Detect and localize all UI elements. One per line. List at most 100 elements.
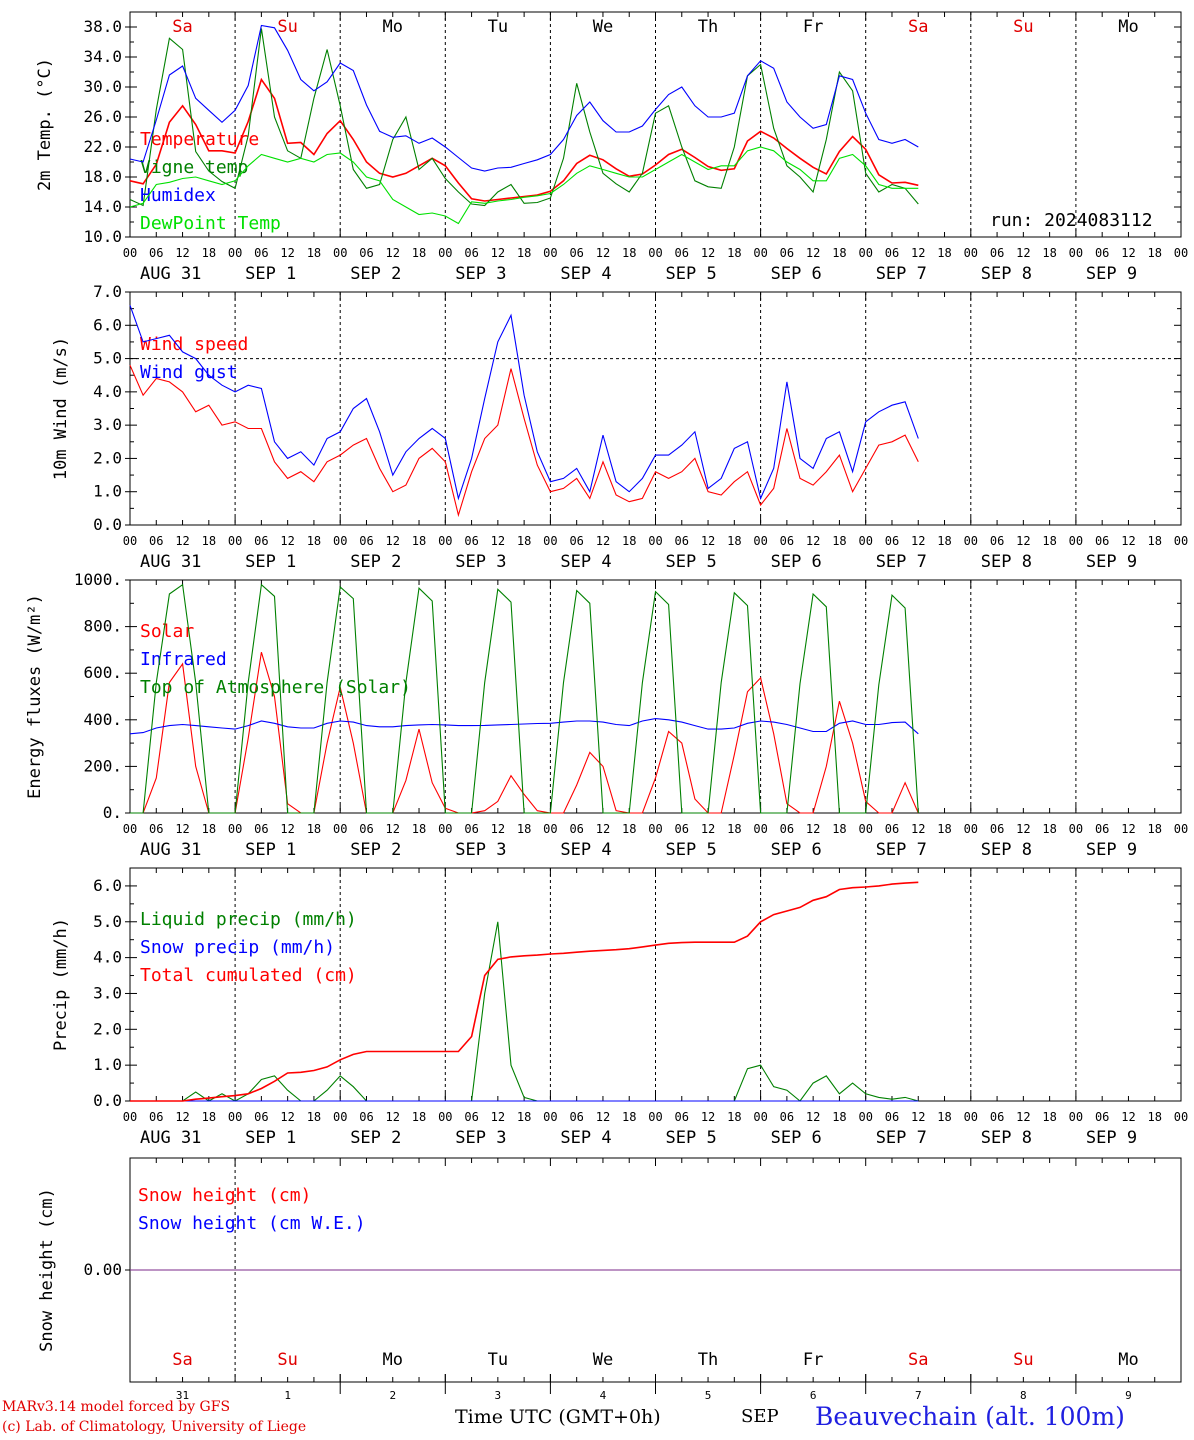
legend-entry: Humidex <box>140 185 216 206</box>
hour-tick-label: 06 <box>780 534 794 548</box>
day-number: 31 <box>176 1389 189 1402</box>
date-label: SEP 4 <box>560 1128 611 1148</box>
y-tick-label: 18.0 <box>83 167 122 186</box>
hour-tick-label: 00 <box>333 1110 347 1124</box>
y-tick-label: 38.0 <box>83 17 122 36</box>
hour-tick-label: 06 <box>1095 246 1109 260</box>
y-tick-label: 5.0 <box>93 912 122 931</box>
date-label: SEP 1 <box>245 1128 296 1148</box>
hour-tick-label: 18 <box>412 246 426 260</box>
date-label: SEP 6 <box>771 264 822 284</box>
y-tick-label: 3.0 <box>93 415 122 434</box>
hour-tick-label: 12 <box>911 822 925 836</box>
hour-tick-label: 00 <box>228 1110 242 1124</box>
hour-tick-label: 12 <box>596 1110 610 1124</box>
date-label: SEP 7 <box>876 840 927 860</box>
hour-tick-label: 00 <box>964 822 978 836</box>
hour-tick-label: 00 <box>228 246 242 260</box>
date-label: SEP 1 <box>245 552 296 572</box>
hour-tick-label: 12 <box>806 534 820 548</box>
hour-tick-label: 06 <box>675 534 689 548</box>
hour-tick-label: 18 <box>832 534 846 548</box>
weekday-label: Mo <box>383 1350 403 1370</box>
hour-tick-label: 12 <box>280 1110 294 1124</box>
y-tick-label: 200. <box>83 756 122 775</box>
hour-tick-label: 12 <box>1016 246 1030 260</box>
hour-tick-label: 18 <box>1042 822 1056 836</box>
legend-entry: Vigne temp <box>140 157 248 178</box>
date-label: SEP 2 <box>350 1128 401 1148</box>
hour-tick-label: 18 <box>517 534 531 548</box>
y-axis-label: Precip (mm/h) <box>51 918 71 1051</box>
y-tick-label: 30.0 <box>83 77 122 96</box>
day-number: 9 <box>1125 1389 1132 1402</box>
legend-entry: Solar <box>140 621 194 642</box>
hour-tick-label: 00 <box>753 246 767 260</box>
hour-tick-label: 12 <box>1121 1110 1135 1124</box>
date-label: SEP 5 <box>666 264 717 284</box>
y-tick-label: 800. <box>83 617 122 636</box>
hour-tick-label: 18 <box>1042 534 1056 548</box>
weekday-label: Th <box>698 17 718 37</box>
hour-tick-label: 06 <box>464 822 478 836</box>
hour-tick-label: 12 <box>386 534 400 548</box>
hour-tick-label: 12 <box>1121 534 1135 548</box>
hour-tick-label: 18 <box>1042 1110 1056 1124</box>
hour-tick-label: 18 <box>832 822 846 836</box>
hour-tick-label: 12 <box>1016 822 1030 836</box>
weekday-label: Th <box>698 1350 718 1370</box>
hour-tick-label: 18 <box>412 534 426 548</box>
hour-tick-label: 18 <box>307 822 321 836</box>
hour-tick-label: 06 <box>254 534 268 548</box>
hour-tick-label: 00 <box>228 534 242 548</box>
hour-tick-label: 18 <box>622 246 636 260</box>
hour-tick-label: 18 <box>622 1110 636 1124</box>
hour-tick-label: 00 <box>228 822 242 836</box>
date-label: SEP 7 <box>876 552 927 572</box>
hour-tick-label: 00 <box>753 534 767 548</box>
hour-tick-label: 00 <box>333 534 347 548</box>
hour-tick-label: 06 <box>359 1110 373 1124</box>
date-label: SEP 4 <box>560 264 611 284</box>
hour-tick-label: 18 <box>202 534 216 548</box>
hour-tick-label: 06 <box>359 822 373 836</box>
weekday-label: Mo <box>1118 17 1138 37</box>
hour-tick-label: 18 <box>1042 246 1056 260</box>
hour-tick-label: 06 <box>149 534 163 548</box>
weekday-label: Sa <box>172 17 192 37</box>
hour-tick-label: 06 <box>780 1110 794 1124</box>
y-tick-label: 1.0 <box>93 1055 122 1074</box>
legend-entry: Wind speed <box>140 334 248 355</box>
hour-tick-label: 12 <box>491 246 505 260</box>
date-label: SEP 9 <box>1086 552 1137 572</box>
hour-tick-label: 06 <box>780 822 794 836</box>
hour-tick-label: 06 <box>149 246 163 260</box>
hour-tick-label: 18 <box>622 822 636 836</box>
date-label: AUG 31 <box>140 552 201 572</box>
legend-entry: Wind gust <box>140 362 238 383</box>
series-line-solar <box>130 652 919 814</box>
date-label: SEP 8 <box>981 552 1032 572</box>
hour-tick-label: 12 <box>1121 822 1135 836</box>
hour-tick-label: 00 <box>648 822 662 836</box>
hour-tick-label: 06 <box>464 246 478 260</box>
date-label: SEP 2 <box>350 552 401 572</box>
y-tick-label: 400. <box>83 710 122 729</box>
hour-tick-label: 18 <box>727 822 741 836</box>
y-axis-label: 2m Temp. (°C) <box>35 58 55 191</box>
hour-tick-label: 18 <box>517 822 531 836</box>
date-label: SEP 5 <box>666 552 717 572</box>
model-credit: MARv3.14 model forced by GFS <box>2 1399 231 1415</box>
hour-tick-label: 00 <box>1174 246 1188 260</box>
date-label: SEP 6 <box>771 1128 822 1148</box>
hour-tick-label: 12 <box>175 1110 189 1124</box>
hour-tick-label: 12 <box>701 1110 715 1124</box>
hour-tick-label: 18 <box>517 1110 531 1124</box>
y-tick-label: 6.0 <box>93 876 122 895</box>
y-tick-label: 600. <box>83 663 122 682</box>
date-label: AUG 31 <box>140 1128 201 1148</box>
hour-tick-label: 18 <box>727 1110 741 1124</box>
date-label: SEP 5 <box>666 1128 717 1148</box>
hour-tick-label: 00 <box>964 1110 978 1124</box>
y-tick-label: 0. <box>103 803 122 822</box>
